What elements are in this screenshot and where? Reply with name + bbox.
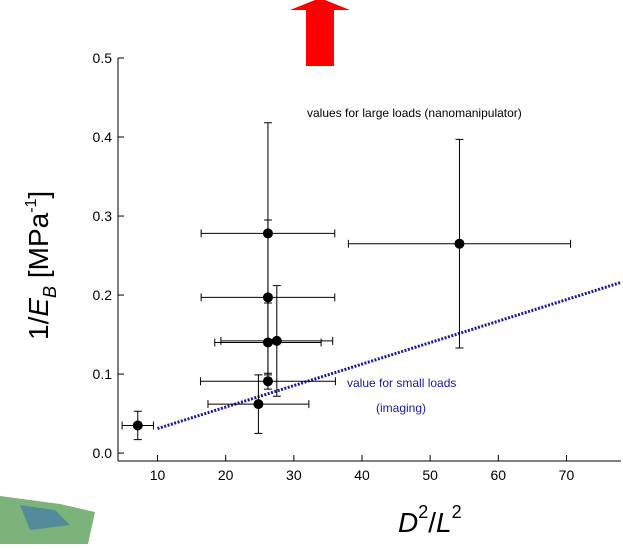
x-tick-label: 10 [150, 467, 166, 483]
point [262, 228, 273, 239]
y-tick-label: 0.5 [93, 50, 113, 66]
x-tick-label: 20 [218, 467, 234, 483]
y-tick-label: 0.4 [93, 129, 113, 145]
y-tick-label: 0.3 [93, 208, 113, 224]
x-tick-label: 60 [491, 467, 507, 483]
point [271, 335, 282, 346]
x-tick-label: 70 [559, 467, 575, 483]
x-tick-label: 50 [422, 467, 438, 483]
x-tick-label: 40 [354, 467, 370, 483]
image-fragment [20, 505, 70, 530]
y-tick-label: 0.0 [93, 445, 113, 461]
y-axis-label: 1/EB [MPa-1] [23, 191, 60, 340]
point [253, 399, 264, 410]
point [454, 238, 465, 249]
annotation: value for small loads [347, 376, 456, 390]
point [132, 420, 143, 431]
y-tick-label: 0.2 [93, 287, 113, 303]
x-axis-label: D2/L2 [398, 502, 462, 538]
x-tick-label: 30 [286, 467, 302, 483]
annotation: values for large loads (nanomanipulator) [307, 106, 522, 120]
annotation: (imaging) [376, 401, 426, 415]
red-arrow [290, 0, 350, 66]
y-tick-label: 0.1 [93, 366, 113, 382]
